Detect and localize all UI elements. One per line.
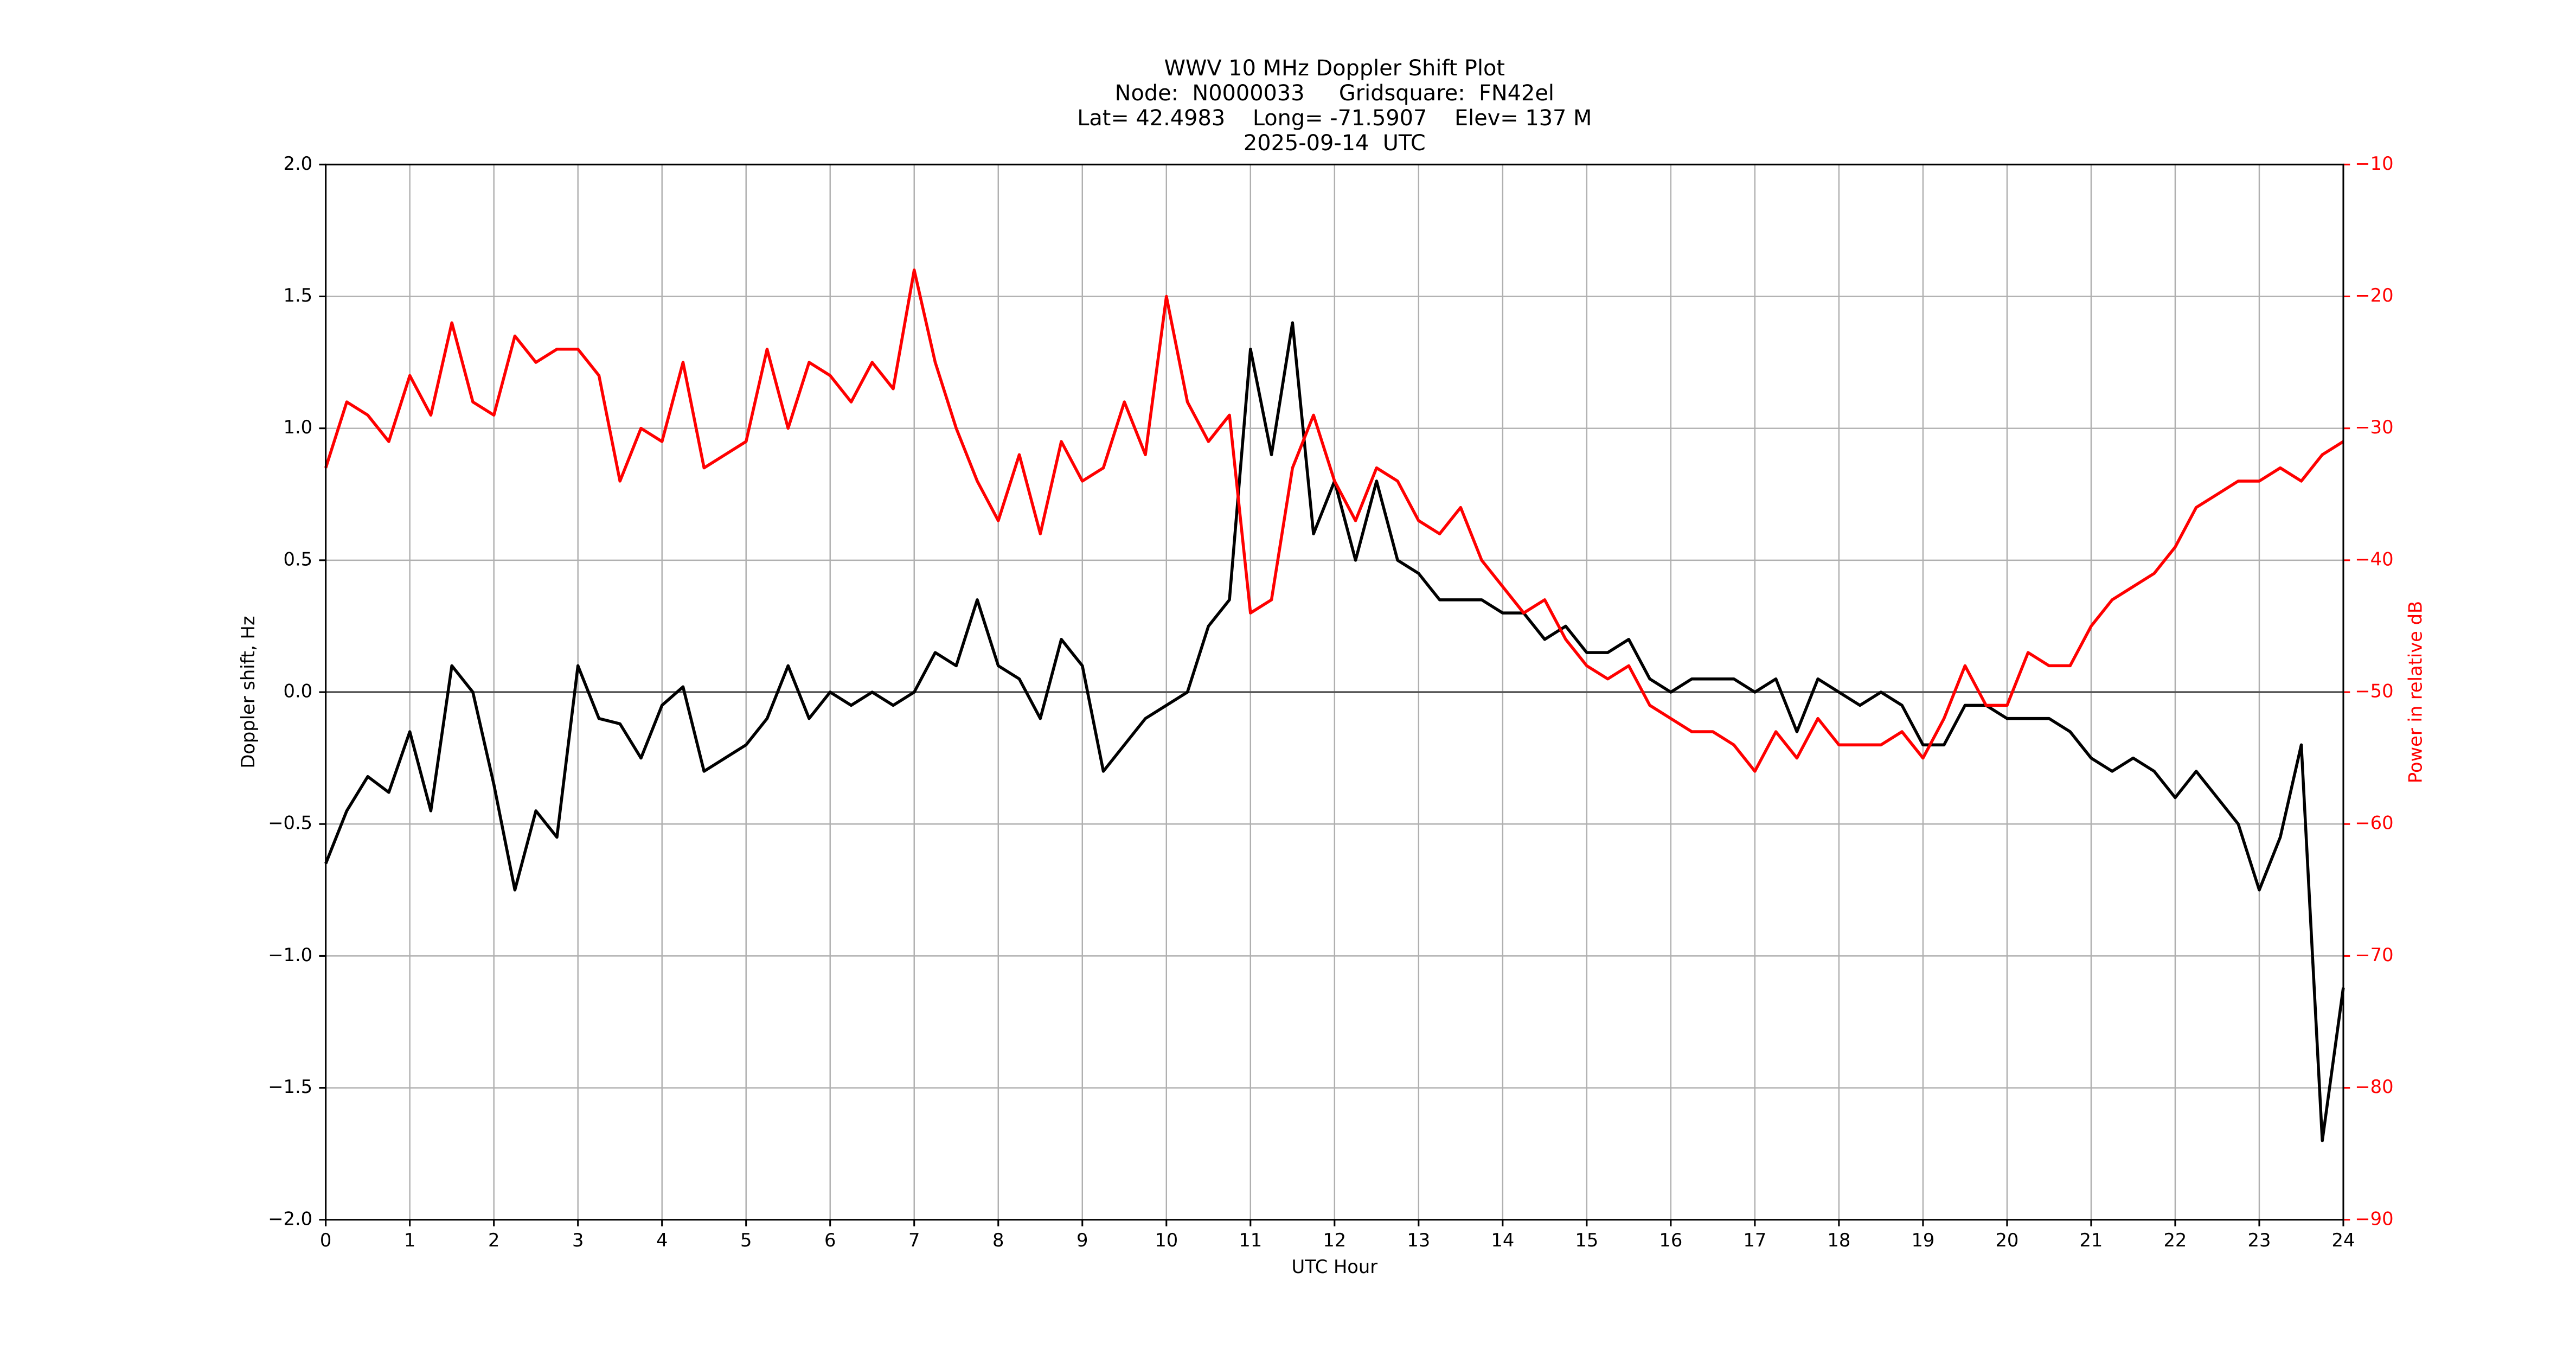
y-tick-label: 2.0 xyxy=(284,153,313,174)
x-tick-label: 23 xyxy=(2248,1230,2271,1251)
x-tick-label: 11 xyxy=(1239,1230,1262,1251)
x-tick-label: 0 xyxy=(320,1230,331,1251)
series-line xyxy=(324,268,2344,773)
plot-frame xyxy=(325,163,2344,1221)
chart-title: 2025-09-14 UTC xyxy=(1244,131,1426,156)
y-tick-label: −0.5 xyxy=(268,813,312,834)
y2-axis-label: Power in relative dB xyxy=(2405,601,2426,783)
y-tick-label: 1.5 xyxy=(284,285,313,306)
x-tick-label: 5 xyxy=(740,1230,752,1251)
y-tick-label: −1.5 xyxy=(268,1076,312,1097)
x-tick-label: 10 xyxy=(1155,1230,1178,1251)
y2-tick-label: −30 xyxy=(2355,417,2393,438)
y2-tick-label: −50 xyxy=(2355,681,2393,702)
chart-title: Node: N0000033 Gridsquare: FN42el xyxy=(1115,81,1554,106)
y2-tick-label: −80 xyxy=(2355,1076,2393,1097)
x-tick-label: 17 xyxy=(1743,1230,1766,1251)
x-tick-label: 14 xyxy=(1491,1230,1514,1251)
x-tick-label: 13 xyxy=(1407,1230,1430,1251)
y2-tick-label: −70 xyxy=(2355,944,2393,965)
x-tick-label: 7 xyxy=(908,1230,920,1251)
x-tick-label: 15 xyxy=(1575,1230,1598,1251)
y2-tick-label: −90 xyxy=(2355,1208,2393,1229)
chart-title: Lat= 42.4983 Long= -71.5907 Elev= 137 M xyxy=(1077,106,1592,131)
x-tick-label: 4 xyxy=(656,1230,668,1251)
y-tick-label: 0.0 xyxy=(284,681,313,702)
y2-tick-label: −40 xyxy=(2355,548,2393,570)
y2-tick-label: −20 xyxy=(2355,285,2393,306)
y-tick-label: −2.0 xyxy=(268,1208,312,1229)
x-axis-label: UTC Hour xyxy=(1291,1256,1377,1277)
x-tick-label: 6 xyxy=(824,1230,836,1251)
x-tick-label: 1 xyxy=(404,1230,415,1251)
x-tick-label: 18 xyxy=(1827,1230,1850,1251)
y-tick-label: −1.0 xyxy=(268,944,312,965)
x-tick-label: 16 xyxy=(1659,1230,1682,1251)
x-tick-label: 3 xyxy=(572,1230,584,1251)
y-tick-label: 0.5 xyxy=(284,548,313,570)
y-axis-label: Doppler shift, Hz xyxy=(238,616,259,768)
x-tick-label: 20 xyxy=(1995,1230,2018,1251)
x-tick-label: 21 xyxy=(2079,1230,2103,1251)
x-tick-label: 9 xyxy=(1076,1230,1088,1251)
x-tick-label: 12 xyxy=(1323,1230,1346,1251)
y2-tick-label: −10 xyxy=(2355,153,2393,174)
x-tick-label: 2 xyxy=(488,1230,499,1251)
chart-title: WWV 10 MHz Doppler Shift Plot xyxy=(1164,56,1505,81)
x-tick-label: 19 xyxy=(1911,1230,1934,1251)
x-tick-label: 22 xyxy=(2164,1230,2187,1251)
y2-tick-label: −60 xyxy=(2355,813,2393,834)
y-tick-label: 1.0 xyxy=(284,417,313,438)
x-tick-label: 24 xyxy=(2332,1230,2355,1251)
x-tick-label: 8 xyxy=(992,1230,1004,1251)
